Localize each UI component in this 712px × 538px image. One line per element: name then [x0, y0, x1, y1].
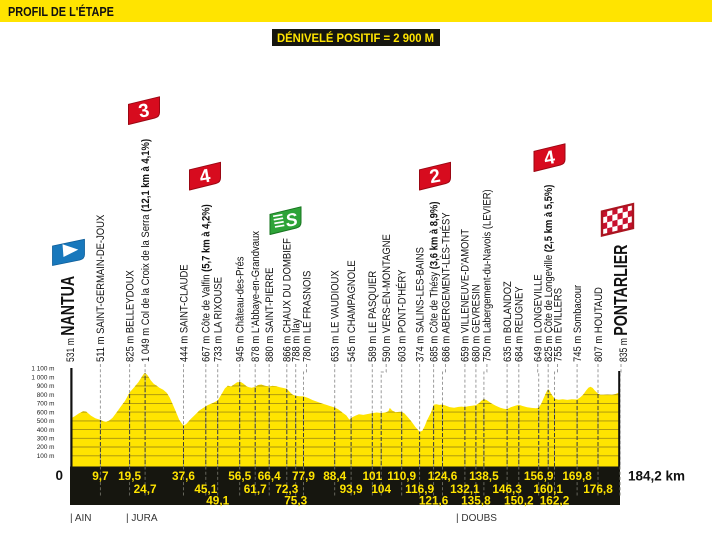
svg-text:1 100 m: 1 100 m	[31, 366, 54, 373]
svg-text:56,5: 56,5	[228, 469, 251, 483]
svg-text:| AIN: | AIN	[70, 513, 92, 524]
svg-text:733 m LA RIXOUSE: 733 m LA RIXOUSE	[213, 277, 225, 362]
svg-text:686 m ABERGEMENT-LÈS-THÉSY: 686 m ABERGEMENT-LÈS-THÉSY	[439, 212, 453, 362]
svg-text:150,2: 150,2	[504, 494, 534, 508]
svg-text:169,8: 169,8	[562, 469, 592, 483]
svg-text:745 m Sombacour: 745 m Sombacour	[572, 284, 584, 362]
svg-text:162,2: 162,2	[540, 494, 570, 508]
svg-text:659 m VILLENEUVE-D'AMONT: 659 m VILLENEUVE-D'AMONT	[460, 228, 472, 362]
svg-text:S: S	[284, 209, 299, 231]
svg-text:156,9: 156,9	[524, 469, 554, 483]
svg-text:121,6: 121,6	[419, 494, 449, 508]
svg-text:866 m CHAUX DU DOMBIEF: 866 m CHAUX DU DOMBIEF	[282, 238, 294, 362]
svg-text:104: 104	[371, 482, 391, 496]
svg-text:49,1: 49,1	[206, 494, 229, 508]
svg-text:3: 3	[137, 100, 151, 123]
svg-text:116,9: 116,9	[405, 482, 434, 496]
svg-text:374 m SALINS-LES-BAINS: 374 m SALINS-LES-BAINS	[415, 247, 427, 362]
svg-text:667 m Côte de Valfin (5,7 km à: 667 m Côte de Valfin (5,7 km à 4,2%)	[201, 204, 213, 362]
svg-text:132,1: 132,1	[450, 482, 480, 496]
svg-text:878 m L'Abbaye-en-Grandvaux: 878 m L'Abbaye-en-Grandvaux	[250, 230, 262, 362]
svg-text:4: 4	[542, 147, 556, 170]
svg-text:200 m: 200 m	[37, 444, 55, 451]
svg-text:807 m HOUTAUD: 807 m HOUTAUD	[593, 287, 605, 362]
svg-text:653 m LE VAUDIOUX: 653 m LE VAUDIOUX	[330, 270, 342, 362]
svg-text:88,4: 88,4	[323, 469, 346, 483]
svg-text:649 m LONGEVILLE: 649 m LONGEVILLE	[533, 274, 545, 362]
svg-text:93,9: 93,9	[340, 482, 363, 496]
svg-text:788 m Ilay: 788 m Ilay	[291, 318, 303, 362]
svg-text:1 000 m: 1 000 m	[31, 374, 54, 381]
svg-text:138,5: 138,5	[469, 469, 499, 483]
svg-text:135,8: 135,8	[461, 494, 491, 508]
svg-text:184,2 km: 184,2 km	[628, 469, 685, 484]
svg-text:900 m: 900 m	[37, 383, 55, 390]
svg-text:24,7: 24,7	[134, 482, 157, 496]
svg-text:780 m LE FRASNOIS: 780 m LE FRASNOIS	[302, 271, 314, 362]
svg-text:835 m PONTARLIER: 835 m PONTARLIER	[610, 245, 631, 362]
svg-text:511 m SAINT-GERMAIN-DE-JOUX: 511 m SAINT-GERMAIN-DE-JOUX	[96, 215, 108, 362]
svg-text:160,1: 160,1	[533, 482, 563, 496]
svg-text:146,3: 146,3	[492, 482, 522, 496]
svg-text:1 049 m Col de la Croix de la: 1 049 m Col de la Croix de la Serra (12,…	[140, 139, 152, 362]
svg-text:684 m REUGNEY: 684 m REUGNEY	[514, 286, 526, 362]
svg-text:2: 2	[428, 166, 442, 189]
svg-text:531 m NANTUA: 531 m NANTUA	[57, 276, 78, 362]
svg-text:77,9: 77,9	[292, 469, 315, 483]
svg-text:880 m SAINT-PIERRE: 880 m SAINT-PIERRE	[264, 267, 276, 362]
svg-text:700 m: 700 m	[37, 401, 55, 408]
svg-text:176,8: 176,8	[583, 482, 613, 496]
svg-text:101: 101	[362, 469, 382, 483]
svg-text:61,7: 61,7	[244, 482, 267, 496]
svg-text:0: 0	[55, 468, 63, 483]
svg-text:9,7: 9,7	[92, 469, 109, 483]
svg-text:19,5: 19,5	[118, 469, 141, 483]
svg-text:| JURA: | JURA	[126, 513, 158, 524]
svg-text:400 m: 400 m	[37, 427, 55, 434]
svg-text:755 m ÉVILLERS: 755 m ÉVILLERS	[551, 288, 565, 362]
svg-text:4: 4	[198, 166, 212, 189]
svg-text:685 m Côte de Thésy (3,6 km à: 685 m Côte de Thésy (3,6 km à 8,9%)	[429, 202, 441, 362]
svg-text:300 m: 300 m	[37, 436, 55, 443]
svg-text:444 m SAINT-CLAUDE: 444 m SAINT-CLAUDE	[179, 264, 191, 362]
svg-text:825 m Côte de Longeville (2,5: 825 m Côte de Longeville (2,5 km à 5,5%)	[543, 185, 555, 362]
svg-text:590 m VERS-EN-MONTAGNE: 590 m VERS-EN-MONTAGNE	[381, 234, 393, 362]
svg-text:110,9: 110,9	[387, 469, 416, 483]
svg-text:| DOUBS: | DOUBS	[456, 513, 497, 524]
svg-text:635 m BOLANDOZ: 635 m BOLANDOZ	[502, 281, 514, 362]
svg-text:825 m BELLEYDOUX: 825 m BELLEYDOUX	[125, 270, 137, 362]
svg-text:545 m CHAMPAGNOLE: 545 m CHAMPAGNOLE	[346, 260, 358, 362]
svg-text:75,3: 75,3	[284, 494, 307, 508]
svg-text:680 m GEVRESIN: 680 m GEVRESIN	[471, 284, 483, 362]
svg-text:72,3: 72,3	[275, 482, 298, 496]
svg-text:100 m: 100 m	[37, 453, 55, 460]
svg-text:124,6: 124,6	[428, 469, 458, 483]
svg-text:603 m PONT-D'HÉRY: 603 m PONT-D'HÉRY	[395, 269, 409, 362]
svg-text:750 m Labergement-du-Navois (L: 750 m Labergement-du-Navois (LEVIER)	[482, 189, 494, 362]
svg-text:600 m: 600 m	[37, 409, 55, 416]
svg-text:800 m: 800 m	[37, 392, 55, 399]
svg-text:66,4: 66,4	[258, 469, 281, 483]
svg-text:500 m: 500 m	[37, 418, 55, 425]
svg-text:945 m Château-des-Prés: 945 m Château-des-Prés	[235, 256, 247, 362]
svg-text:37,6: 37,6	[172, 469, 195, 483]
svg-text:589 m LE PASQUIER: 589 m LE PASQUIER	[367, 271, 379, 362]
svg-text:45,1: 45,1	[194, 482, 217, 496]
